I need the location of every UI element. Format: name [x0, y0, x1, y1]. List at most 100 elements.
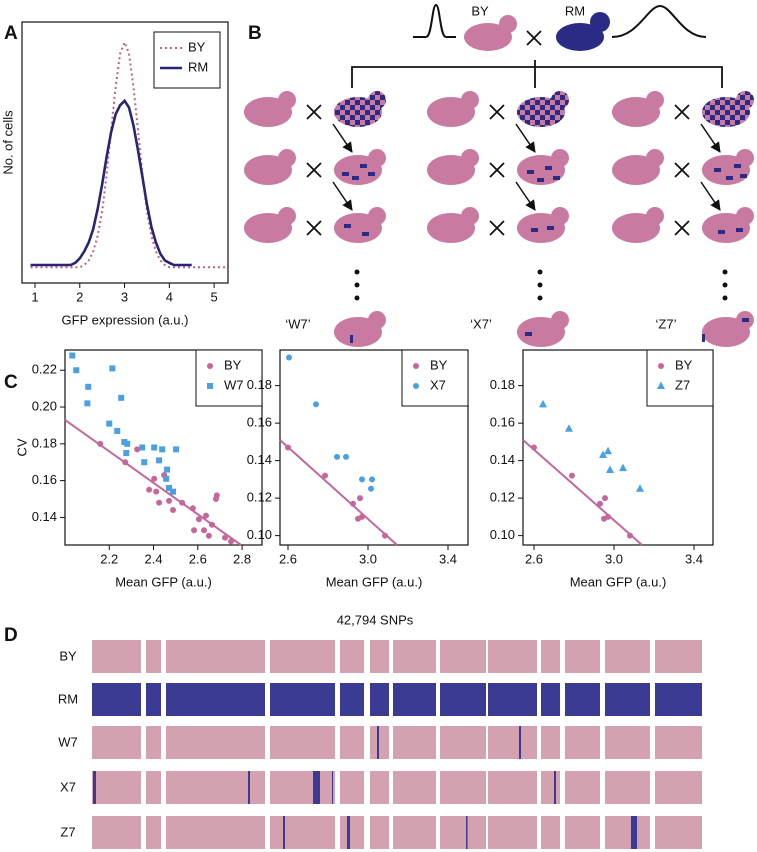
point [173, 446, 180, 453]
row-label: W7 [58, 734, 78, 749]
chromosome-gap [389, 636, 393, 852]
cell [612, 155, 660, 185]
ellipsis-dot [354, 295, 360, 301]
arrow [700, 181, 721, 211]
y-tick-label: 0.14 [490, 452, 515, 467]
rm-segment [726, 176, 733, 180]
point [334, 453, 340, 460]
cell [244, 97, 292, 127]
point [156, 499, 163, 506]
rm-segment [742, 318, 749, 322]
y-tick-label: 0.18 [32, 435, 57, 450]
plot-frame [522, 349, 714, 546]
rm-segment [344, 224, 351, 228]
rm-segment [736, 228, 743, 232]
x-tick-label: 2 [76, 289, 83, 304]
rm-allele [347, 816, 350, 849]
rm-segment [734, 164, 741, 168]
genotype-bar [92, 640, 702, 673]
rm-allele [631, 816, 637, 849]
point [205, 532, 212, 539]
rm-allele [332, 771, 333, 804]
rm-segment [547, 226, 554, 230]
x-tick-label: 2.8 [233, 551, 251, 566]
chromosome-gap [335, 636, 340, 852]
legend-swatch [207, 383, 213, 389]
x-tick-label: 3.4 [439, 551, 457, 566]
point [146, 486, 153, 493]
cell [334, 97, 382, 127]
point [156, 457, 163, 464]
point [357, 495, 363, 502]
cell [334, 213, 382, 243]
by-cell [464, 23, 512, 51]
rm-segment [527, 170, 534, 174]
genome-title: 42,794 SNPs [337, 612, 414, 627]
rm-segment [718, 230, 725, 234]
point [569, 472, 575, 479]
rm-segment [525, 332, 532, 336]
chromosome-gap [486, 636, 488, 852]
line-label: ‘Z7’ [656, 316, 677, 331]
x-tick-label: 2.4 [145, 551, 163, 566]
cell [334, 155, 382, 185]
point [627, 532, 633, 539]
parent-label: RM [565, 3, 585, 18]
rm-segment [342, 172, 349, 176]
x-axis-label: Mean GFP (a.u.) [570, 574, 667, 589]
y-tick-label: 0.18 [490, 377, 515, 392]
cross-symbol [306, 220, 322, 236]
legend-swatch [657, 381, 665, 389]
point [139, 444, 146, 451]
legend-label: X7 [430, 377, 446, 392]
x-tick-label: 1 [31, 289, 38, 304]
x-tick-label: 3.0 [359, 551, 377, 566]
cross-symbol [489, 162, 505, 178]
legend-swatch [658, 363, 664, 369]
cross-symbol [489, 220, 505, 236]
legend-label: BY [224, 357, 242, 372]
point [350, 500, 356, 507]
arrow [332, 123, 353, 153]
chromosome-gap [141, 636, 146, 852]
cell [244, 213, 292, 243]
panel-label: C [4, 372, 18, 393]
point [106, 420, 113, 427]
point [109, 365, 116, 372]
y-tick-label: 0.18 [247, 377, 272, 392]
point [606, 465, 614, 473]
arrow [332, 181, 353, 211]
point [151, 475, 158, 482]
point [73, 367, 80, 374]
legend-frame [195, 349, 263, 407]
panel-label: D [4, 625, 18, 646]
rm-segment [545, 166, 552, 170]
arrow [515, 181, 536, 211]
genotype-bar [92, 771, 702, 804]
point [565, 424, 573, 432]
legend-swatch [413, 363, 419, 369]
cross-symbol [674, 162, 690, 178]
legend-label: Z7 [675, 377, 690, 392]
legend-swatch [413, 383, 419, 389]
point [164, 466, 171, 473]
fit-line [522, 439, 643, 546]
rm-allele [519, 726, 521, 759]
point [605, 513, 611, 520]
density-line [30, 98, 192, 267]
point [153, 488, 160, 495]
point [369, 476, 375, 483]
rm-segment [360, 164, 367, 168]
cell [517, 317, 565, 347]
point [313, 401, 319, 408]
chromosome-gap [650, 636, 655, 852]
point [382, 532, 388, 539]
cell [517, 97, 565, 127]
legend-label: W7 [224, 377, 244, 392]
point [124, 440, 131, 447]
panel-label: B [248, 23, 262, 44]
point [189, 505, 196, 512]
cell [244, 155, 292, 185]
point [201, 527, 208, 534]
rm-segment [537, 178, 544, 182]
